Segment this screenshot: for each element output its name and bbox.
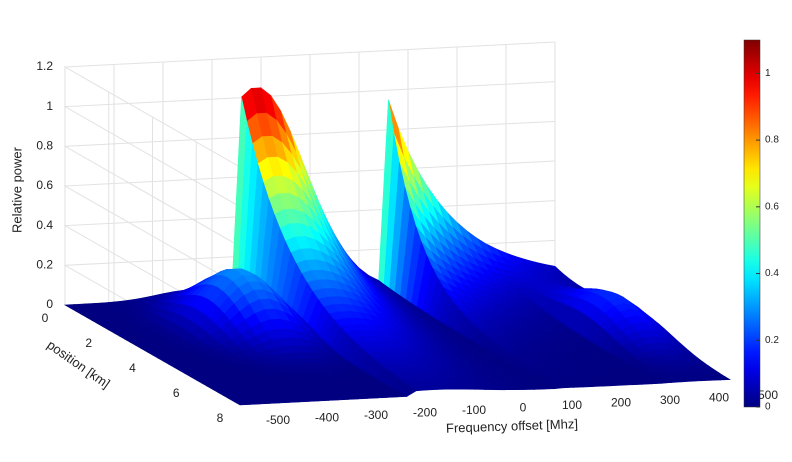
colorbar-tick-label: 0.2 — [765, 335, 779, 346]
x-tick-label: 500 — [758, 388, 778, 402]
x-tick-label: 200 — [611, 396, 631, 410]
z-axis-label: Relative power — [9, 146, 24, 233]
z-tick-label: 0.8 — [36, 139, 53, 153]
z-tick-label: 1.2 — [36, 59, 53, 73]
colorbar-tick-label: 1 — [765, 68, 771, 79]
z-tick-label: 1 — [46, 99, 53, 113]
x-axis-label: Frequency offset [Mhz] — [446, 416, 578, 436]
y-tick-label: 2 — [85, 336, 92, 350]
x-tick-label: 100 — [562, 398, 582, 412]
x-tick-label: -300 — [364, 408, 388, 422]
colorbar: 0 0.2 0.4 0.6 0.8 1 — [743, 39, 779, 413]
y-tick-label: 0 — [42, 311, 49, 325]
colorbar-tick-label: 0.8 — [765, 135, 779, 146]
x-tick-label: -500 — [266, 413, 290, 427]
z-tick-label: 0 — [46, 297, 53, 311]
y-axis-label: position [km] — [44, 337, 112, 391]
x-tick-label: 300 — [660, 393, 680, 407]
x-tick-label: 400 — [709, 391, 729, 405]
x-tick-label: -400 — [315, 411, 339, 425]
y-tick-label: 6 — [173, 386, 180, 400]
y-tick-label: 8 — [217, 411, 224, 425]
colorbar-scale — [743, 39, 761, 408]
surface — [63, 87, 732, 406]
colorbar-tick-label: 0.6 — [765, 201, 779, 212]
z-tick-label: 0.4 — [36, 218, 53, 232]
z-tick-label: 0.2 — [36, 258, 53, 272]
z-tick-label: 0.6 — [36, 178, 53, 192]
y-tick-label: 4 — [129, 361, 136, 375]
surface-patch — [233, 401, 251, 406]
colorbar-tick-label: 0.4 — [765, 268, 779, 279]
x-tick-label: 0 — [520, 401, 527, 415]
grid-line — [63, 41, 556, 168]
grid-line — [63, 81, 556, 208]
x-tick-label: -100 — [462, 403, 486, 417]
colorbar-tick-label: 0 — [765, 402, 771, 413]
x-tick-label: -200 — [413, 406, 437, 420]
